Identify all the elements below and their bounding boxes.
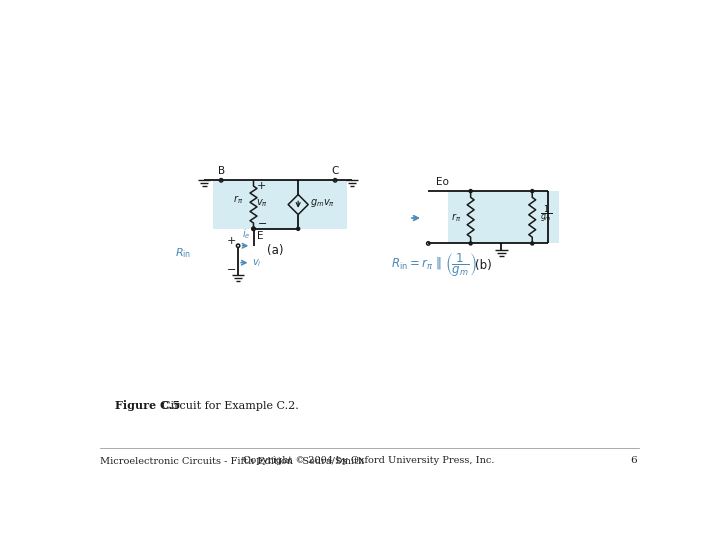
Text: B: B [217, 166, 225, 177]
Text: $r_\pi$: $r_\pi$ [451, 211, 462, 224]
Circle shape [531, 242, 534, 245]
Text: C: C [331, 166, 339, 177]
Text: $i_e$: $i_e$ [243, 227, 251, 241]
Text: $R_{\rm in} = r_\pi\ \|\ \left(\dfrac{1}{g_m}\right)$: $R_{\rm in} = r_\pi\ \|\ \left(\dfrac{1}… [390, 252, 477, 279]
Bar [448, 191, 559, 244]
Text: $-$: $-$ [225, 263, 235, 273]
Text: 6: 6 [630, 456, 637, 465]
Text: E: E [256, 231, 263, 241]
Text: $v_\pi$: $v_\pi$ [256, 197, 268, 209]
Circle shape [469, 190, 472, 193]
Text: $r_\pi$: $r_\pi$ [233, 193, 243, 206]
Text: +: + [226, 236, 235, 246]
Bar [213, 180, 346, 229]
Text: +: + [256, 181, 266, 192]
Text: Circuit for Example C.2.: Circuit for Example C.2. [155, 401, 299, 411]
Text: Microelectronic Circuits - Fifth Edition   Sedra/Smith: Microelectronic Circuits - Fifth Edition… [99, 456, 364, 465]
Text: $R_{\rm in}$: $R_{\rm in}$ [175, 247, 192, 260]
Text: $-$: $-$ [256, 217, 266, 227]
Text: $\frac{1}{g_m}$: $\frac{1}{g_m}$ [540, 203, 552, 226]
Text: (a): (a) [267, 244, 283, 257]
Text: $g_m v_\pi$: $g_m v_\pi$ [310, 197, 336, 209]
Text: Copyright © 2004 by Oxford University Press, Inc.: Copyright © 2004 by Oxford University Pr… [243, 456, 495, 465]
Text: Figure C.5: Figure C.5 [115, 401, 180, 411]
Circle shape [531, 190, 534, 193]
Circle shape [252, 227, 255, 231]
Text: Eo: Eo [436, 177, 449, 187]
Text: $v_i$: $v_i$ [252, 257, 261, 268]
Circle shape [469, 242, 472, 245]
Text: (b): (b) [474, 259, 491, 272]
Circle shape [297, 227, 300, 231]
